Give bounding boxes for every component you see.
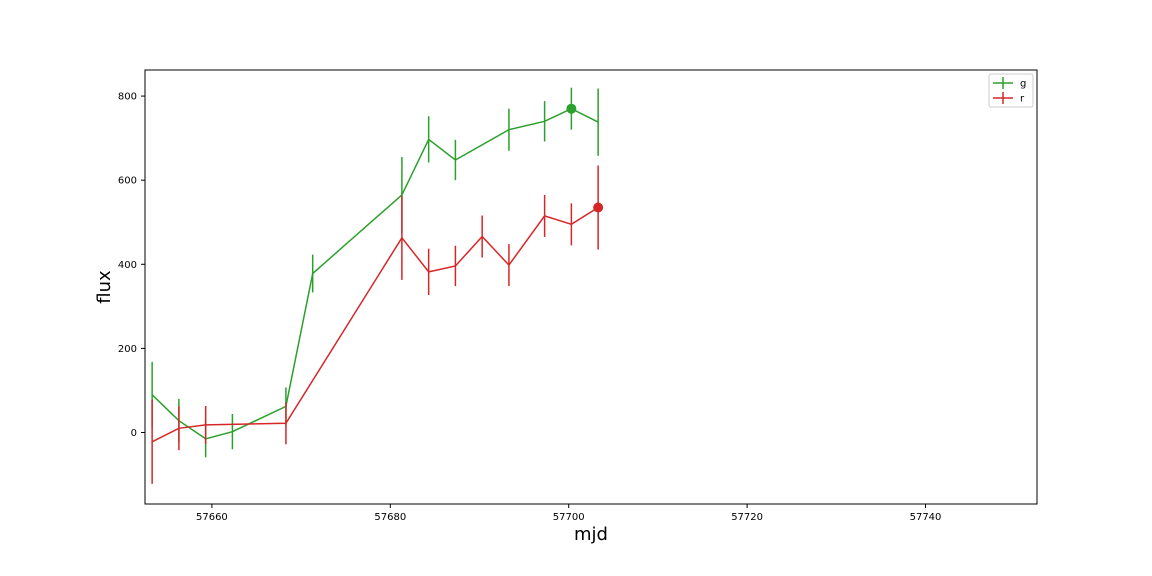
y-tick-label: 600 <box>118 176 137 187</box>
series-r <box>151 165 604 484</box>
x-tick-label: 57720 <box>731 512 763 523</box>
legend-label: r <box>1020 94 1025 105</box>
x-tick-label: 57740 <box>910 512 942 523</box>
plot-area <box>145 70 1037 504</box>
highlight-point-r <box>593 202 604 213</box>
y-tick-label: 800 <box>118 92 137 103</box>
y-tick-label: 400 <box>118 260 137 271</box>
y-tick-label: 200 <box>118 344 137 355</box>
legend-item-r: r <box>993 92 1025 105</box>
series-line-r <box>151 206 599 443</box>
x-tick-label: 57660 <box>196 512 228 523</box>
y-axis-label: flux <box>94 270 115 304</box>
x-axis-label: mjd <box>574 524 608 545</box>
x-tick-label: 57700 <box>553 512 585 523</box>
series-layer <box>151 87 604 484</box>
legend-label: g <box>1020 79 1026 90</box>
x-tick-label: 57680 <box>374 512 406 523</box>
legend-box <box>988 73 1034 108</box>
legend-item-g: g <box>993 77 1026 90</box>
plot-frame <box>144 69 1038 505</box>
y-axis-ticks: 0 200 400 600 800 <box>118 92 145 439</box>
legend: gr <box>988 73 1034 108</box>
y-tick-label: 0 <box>131 428 137 439</box>
highlight-point-g <box>566 103 577 114</box>
x-axis-ticks: 57660 57680 57700 57720 57740 <box>196 504 941 523</box>
